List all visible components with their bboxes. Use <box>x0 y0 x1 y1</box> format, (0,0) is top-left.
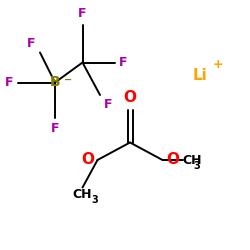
Text: 3: 3 <box>91 195 98 205</box>
Text: F: F <box>26 37 35 50</box>
Text: CH: CH <box>182 154 202 166</box>
Text: B: B <box>50 76 60 90</box>
Text: F: F <box>5 76 14 89</box>
Text: O: O <box>81 152 94 168</box>
Text: F: F <box>104 98 112 110</box>
Text: Li: Li <box>192 68 208 82</box>
Text: CH: CH <box>73 188 92 200</box>
Text: −: − <box>64 75 72 85</box>
Text: +: + <box>212 58 223 71</box>
Text: F: F <box>119 56 127 69</box>
Text: O: O <box>124 90 136 105</box>
Text: F: F <box>51 122 59 136</box>
Text: 3: 3 <box>193 161 200 171</box>
Text: O: O <box>166 152 179 168</box>
Text: F: F <box>78 7 87 20</box>
